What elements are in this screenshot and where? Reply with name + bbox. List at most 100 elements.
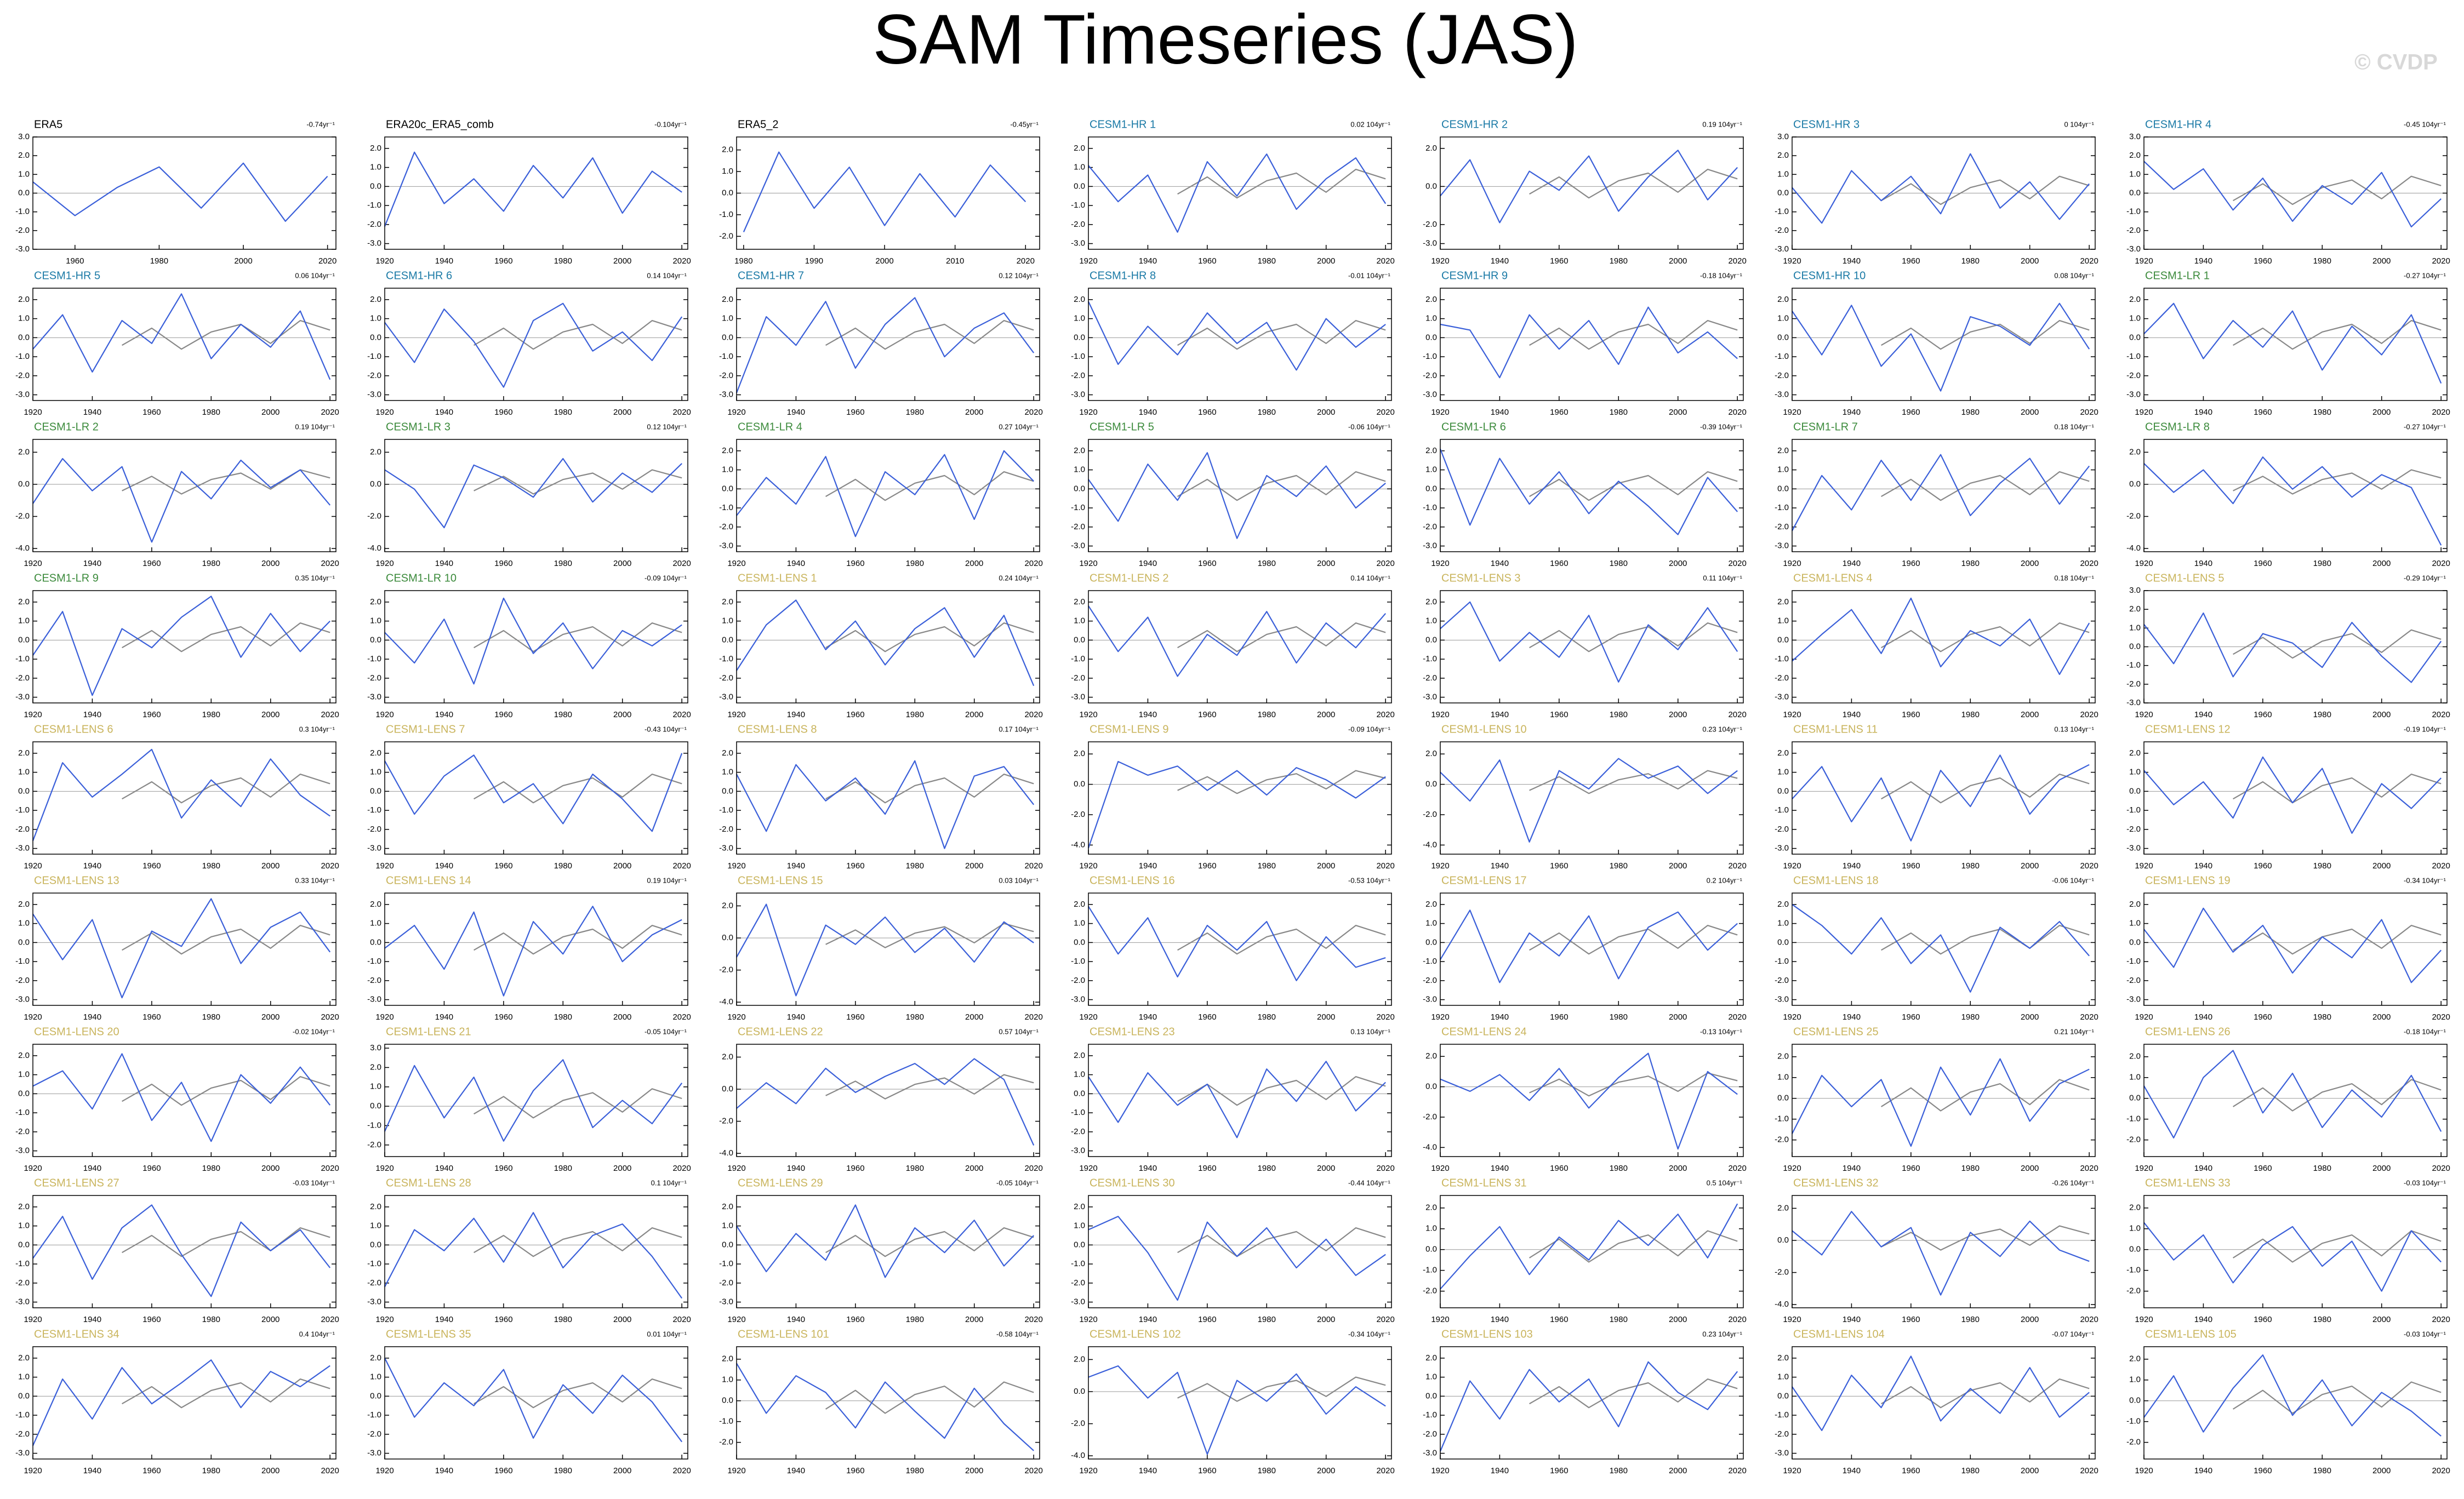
x-tick-label: 1980	[1961, 1315, 1980, 1324]
panel-title: CESM1-LENS 27	[34, 1177, 119, 1189]
trend-label: 0.19 104yr⁻¹	[1702, 120, 1742, 128]
y-tick-label: -2.0	[1071, 1127, 1085, 1136]
y-tick-label: -1.0	[719, 352, 733, 361]
x-tick-label: 1960	[142, 1164, 161, 1173]
plot-frame	[1792, 288, 2096, 401]
series-line	[1177, 471, 1386, 501]
series-line	[1792, 454, 2090, 531]
x-tick-label: 1980	[1610, 559, 1628, 568]
series-line	[1088, 1216, 1386, 1301]
y-tick-label: -1.0	[719, 1417, 733, 1426]
panel: CESM1-LENS 29 -0.05 104yr⁻¹ 2.0 1.0 0.0 -1.0 -…	[719, 1177, 1043, 1324]
panel-title: CESM1-LENS 11	[1793, 723, 1878, 735]
y-tick-label: 0.0	[722, 786, 733, 796]
panel-title: CESM1-HR 1	[1090, 118, 1156, 130]
series-line	[32, 1204, 331, 1297]
x-tick-label: 1940	[1843, 1466, 1861, 1475]
x-tick-label: 1980	[1258, 861, 1276, 871]
panel: CESM1-LENS 32 -0.26 104yr⁻¹ 2.0 0.0 -2.0 -4.0…	[1775, 1177, 2098, 1324]
y-tick-label: 2.0	[2129, 1052, 2141, 1061]
y-tick-label: 2.0	[370, 144, 381, 153]
y-tick-label: 1.0	[2129, 768, 2141, 777]
panel-title: CESM1-LR 4	[738, 421, 802, 433]
panel: CESM1-HR 9 -0.18 104yr⁻¹ 2.0 1.0 0.0 -1.0 -2.0…	[1423, 270, 1747, 417]
y-tick-label: -1.0	[367, 1410, 381, 1420]
x-tick-label: 1960	[494, 861, 512, 871]
series-line	[1792, 153, 2090, 224]
y-tick-label: -2.0	[719, 673, 733, 683]
series-line	[122, 1378, 330, 1409]
y-tick-label: -4.0	[1071, 840, 1085, 849]
trend-label: 0.03 104yr⁻¹	[999, 876, 1039, 884]
panel-title: CESM1-LENS 2	[1090, 572, 1169, 584]
x-tick-label: 2020	[1728, 710, 1746, 719]
y-tick-label: 3.0	[2129, 586, 2141, 595]
panel-title: CESM1-LENS 5	[2145, 572, 2225, 584]
y-tick-label: -2.0	[367, 1429, 381, 1439]
y-tick-label: -2.0	[1071, 522, 1085, 531]
trend-label: -0.09 104yr⁻¹	[1348, 725, 1391, 733]
x-tick-label: 1980	[1258, 1012, 1276, 1022]
trend-label: 0.01 104yr⁻¹	[647, 1330, 687, 1338]
y-tick-label: 2.0	[722, 295, 733, 304]
series-line	[825, 471, 1034, 501]
x-tick-label: 1920	[375, 1164, 393, 1173]
x-tick-label: 1980	[1961, 710, 1980, 719]
plot-frame	[384, 1346, 688, 1460]
trend-label: 0.19 104yr⁻¹	[295, 422, 335, 431]
plot-frame	[384, 439, 688, 552]
series-line	[1792, 1058, 2090, 1147]
x-tick-label: 1980	[1610, 1164, 1628, 1173]
x-tick-label: 1920	[24, 559, 42, 568]
panel: CESM1-LENS 7 -0.43 104yr⁻¹ 2.0 1.0 0.0 -1.0 -2…	[367, 723, 691, 871]
y-tick-label: 0.0	[1074, 484, 1085, 493]
plot-frame	[1792, 892, 2096, 1006]
y-tick-label: -2.0	[367, 220, 381, 229]
y-tick-label: -3.0	[1775, 390, 1789, 399]
x-tick-label: 2000	[261, 861, 280, 871]
trend-label: -0.03 104yr⁻¹	[2404, 1178, 2446, 1187]
x-tick-label: 1980	[1961, 1164, 1980, 1173]
series-line	[1440, 601, 1738, 683]
x-tick-label: 1960	[1550, 1012, 1568, 1022]
plot-frame	[1792, 590, 2096, 703]
series-line	[2143, 302, 2442, 384]
x-tick-label: 1940	[1843, 710, 1861, 719]
y-tick-label: 2.0	[1777, 446, 1789, 455]
panel: CESM1-LENS 16 -0.53 104yr⁻¹ 2.0 1.0 0.0 -1.0 -…	[1071, 874, 1395, 1022]
y-tick-label: 2.0	[1425, 1203, 1437, 1212]
y-tick-label: 0.0	[1777, 484, 1789, 493]
y-tick-label: 0.0	[1425, 1391, 1437, 1400]
x-tick-label: 1980	[202, 1012, 220, 1022]
y-tick-label: -1.0	[719, 1259, 733, 1268]
trend-label: -0.45yr⁻¹	[1010, 120, 1039, 128]
panel: CESM1-LR 5 -0.06 104yr⁻¹ 2.0 1.0 0.0 -1.0 -2.0…	[1071, 421, 1395, 568]
y-tick-label: -2.0	[1423, 371, 1437, 380]
series-line	[122, 622, 330, 653]
x-tick-label: 2020	[321, 1466, 339, 1475]
x-tick-label: 1920	[1079, 559, 1097, 568]
panel-title: CESM1-LR 3	[386, 421, 450, 433]
y-tick-label: 1.0	[18, 169, 30, 179]
panel: CESM1-LENS 102 -0.34 104yr⁻¹ 2.0 0.0 -2.0 -4.…	[1071, 1328, 1395, 1475]
panel-title: CESM1-LENS 8	[738, 723, 817, 735]
x-tick-label: 1980	[1258, 256, 1276, 266]
y-tick-label: 1.0	[1425, 314, 1437, 323]
series-line	[1529, 320, 1738, 350]
y-tick-label: -2.0	[1775, 976, 1789, 985]
series-line	[122, 774, 330, 804]
x-tick-label: 1940	[1843, 861, 1861, 871]
trend-label: -0.18 104yr⁻¹	[2404, 1027, 2446, 1035]
plot-frame	[2143, 892, 2448, 1006]
x-tick-label: 1980	[554, 1012, 572, 1022]
x-tick-label: 1960	[846, 1466, 864, 1475]
plot-frame	[384, 1195, 688, 1308]
x-tick-label: 1940	[787, 1315, 805, 1324]
trend-label: 0.12 104yr⁻¹	[999, 271, 1039, 279]
x-tick-label: 1940	[2194, 408, 2212, 417]
x-tick-label: 1940	[2194, 256, 2212, 266]
series-line	[384, 1212, 683, 1299]
x-tick-label: 2000	[2021, 861, 2039, 871]
x-tick-label: 1980	[2313, 256, 2331, 266]
y-tick-label: -3.0	[1423, 239, 1437, 248]
